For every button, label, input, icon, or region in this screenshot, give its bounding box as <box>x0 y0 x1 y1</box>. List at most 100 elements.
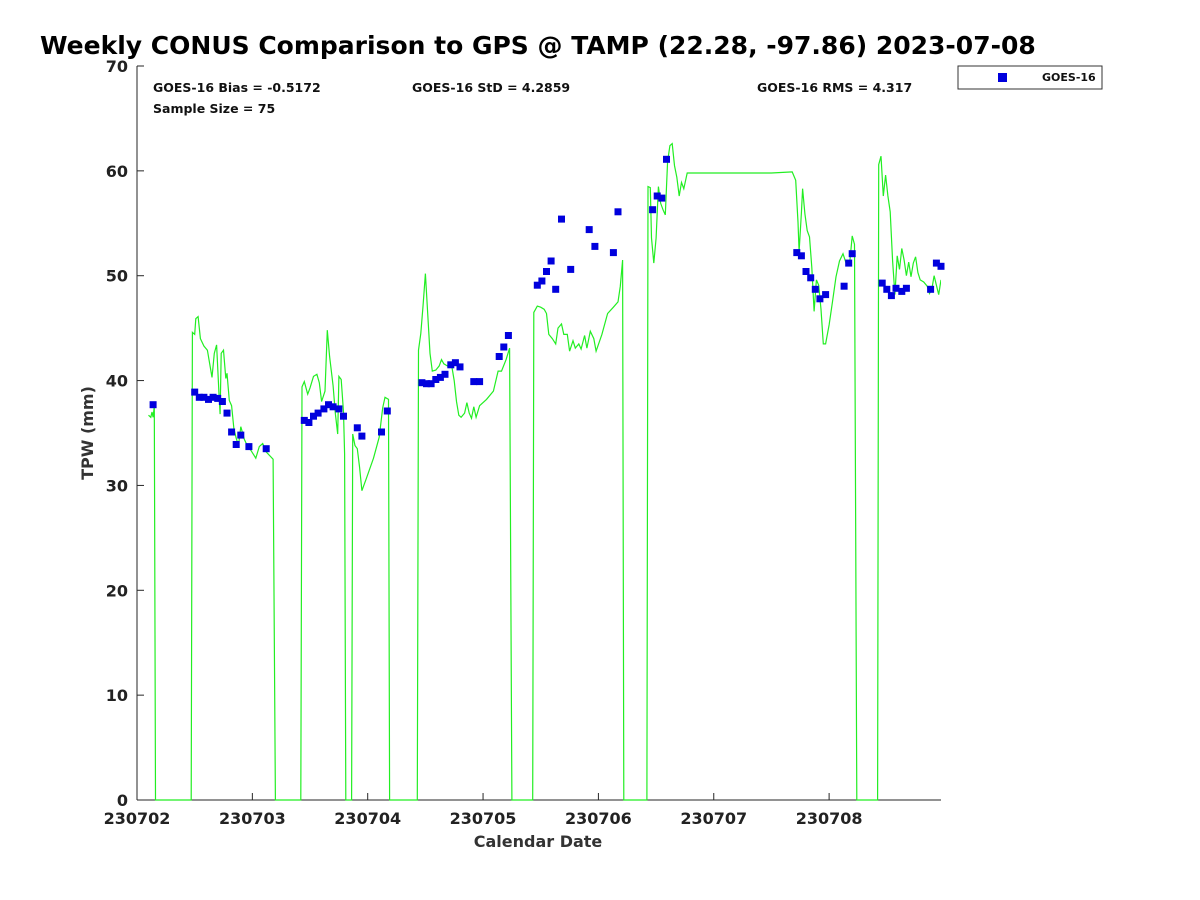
goes-16-data-point <box>423 380 430 388</box>
goes-16-data-point <box>314 409 322 417</box>
goes-16-data-point <box>845 259 853 267</box>
sample-size-stat: Sample Size = 75 <box>153 101 275 116</box>
goes-16-data-point <box>205 395 212 403</box>
goes-16-data-point <box>214 394 222 402</box>
goes-16-data-point <box>878 279 886 287</box>
goes-16-data-point <box>358 432 366 440</box>
goes-16-data-point <box>552 285 560 293</box>
x-axis-label: Calendar Date <box>474 832 603 851</box>
goes-16-data-point <box>456 363 464 371</box>
goes-16-data-point <box>793 249 801 257</box>
goes-16-data-point <box>591 242 599 250</box>
bias-stat: GOES-16 Bias = -0.5172 <box>153 80 321 95</box>
goes-16-data-point <box>543 268 550 275</box>
goes-16-data-point <box>892 284 900 292</box>
legend-label-goes-16: GOES-16 <box>1042 71 1096 84</box>
legend-box <box>957 65 1103 90</box>
goes-16-data-point <box>797 252 805 260</box>
goes-16-data-point <box>649 206 657 214</box>
goes-16-data-point <box>232 441 240 448</box>
goes-16-data-point <box>340 412 347 420</box>
y-tick-label: 10 <box>106 686 128 705</box>
goes-16-data-point <box>476 378 484 386</box>
x-tick-label: 230703 <box>219 809 286 828</box>
goes-16-data-point <box>310 412 317 420</box>
goes-16-data-point <box>262 445 270 453</box>
goes-16-data-point <box>195 393 203 401</box>
goes-16-data-point <box>927 285 935 293</box>
goes-16-data-point <box>658 194 666 202</box>
goes-16-data-point <box>200 393 208 401</box>
goes-16-data-point <box>353 424 361 432</box>
goes-16-data-point <box>383 407 391 415</box>
goes-16-data-point <box>495 353 503 360</box>
goes-16-point-series <box>149 155 945 453</box>
goes-16-data-point <box>547 257 555 265</box>
y-axis-label: TPW (mm) <box>78 386 97 480</box>
goes-16-data-point <box>325 401 332 409</box>
goes-16-data-point <box>887 292 895 300</box>
goes-16-data-point <box>300 416 308 424</box>
goes-16-data-point <box>932 259 940 267</box>
goes-16-data-point <box>149 401 157 409</box>
goes-16-data-point <box>441 370 449 378</box>
goes-16-data-point <box>585 226 593 234</box>
y-tick-label: 50 <box>106 267 128 286</box>
goes-16-data-point <box>470 378 478 386</box>
goes-16-data-point <box>816 295 824 303</box>
goes-16-data-point <box>538 277 546 285</box>
legend: GOES-16 <box>957 65 1103 90</box>
gps-tpw-line <box>148 142 941 801</box>
chart-title: Weekly CONUS Comparison to GPS @ TAMP (2… <box>40 31 1036 60</box>
goes-16-data-point <box>937 262 945 270</box>
goes-16-data-point <box>558 215 565 223</box>
y-tick-label: 70 <box>106 57 128 76</box>
y-tick-label: 30 <box>106 476 128 495</box>
goes-16-data-point <box>811 285 819 293</box>
goes-16-data-point <box>436 373 444 381</box>
goes-16-data-point <box>883 285 891 293</box>
x-tick-label: 230708 <box>796 809 863 828</box>
axes: 0 10 20 30 40 50 60 70 230702 230703 230704 230705 2… <box>104 57 941 828</box>
goes-16-data-point <box>802 268 810 275</box>
goes-16-data-point <box>432 376 440 383</box>
goes-16-data-point <box>504 332 512 339</box>
goes-16-data-point <box>500 343 508 351</box>
y-tick-label: 60 <box>106 162 128 181</box>
goes-16-data-point <box>567 265 575 273</box>
legend-marker-goes-16 <box>998 73 1007 82</box>
goes-16-data-point <box>653 192 661 200</box>
y-tick-label: 20 <box>106 581 128 600</box>
std-stat: GOES-16 StD = 4.2859 <box>412 80 570 95</box>
goes-16-data-point <box>335 405 343 413</box>
plot-area: 0 10 20 30 40 50 60 70 230702 230703 230704 230705 2… <box>104 57 945 828</box>
goes-16-data-point <box>451 359 459 367</box>
goes-16-data-point <box>848 250 856 258</box>
goes-16-data-point <box>614 208 622 216</box>
goes-16-data-point <box>245 443 253 451</box>
gps-line-series <box>148 142 941 801</box>
x-tick-label: 230704 <box>334 809 401 828</box>
goes-16-data-point <box>228 428 236 436</box>
goes-16-data-point <box>378 428 385 436</box>
goes-16-data-point <box>218 398 226 405</box>
goes-16-data-point <box>191 388 199 396</box>
goes-16-data-point <box>663 155 670 163</box>
goes-16-data-point <box>427 380 435 388</box>
goes-16-data-point <box>822 291 830 299</box>
x-tick-label: 230705 <box>450 809 517 828</box>
goes-16-data-point <box>223 409 231 417</box>
goes-16-data-point <box>807 274 815 282</box>
y-tick-label: 0 <box>117 791 128 810</box>
goes-16-data-point <box>237 431 245 439</box>
rms-stat: GOES-16 RMS = 4.317 <box>757 80 912 95</box>
x-tick-label: 230702 <box>104 809 171 828</box>
goes-16-data-point <box>418 379 426 387</box>
y-tick-label: 40 <box>106 372 128 391</box>
x-tick-label: 230707 <box>680 809 747 828</box>
goes-16-data-point <box>305 419 313 426</box>
goes-16-data-point <box>533 281 541 289</box>
goes-16-data-point <box>898 287 906 295</box>
